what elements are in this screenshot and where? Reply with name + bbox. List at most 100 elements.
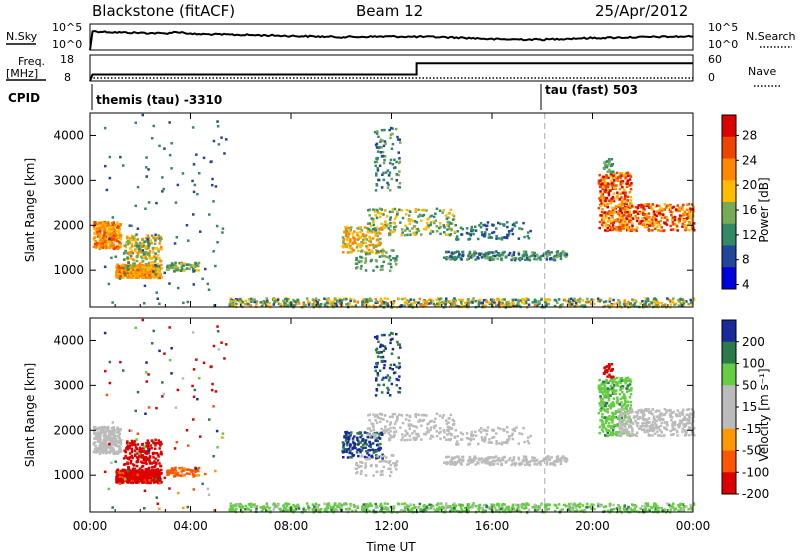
rti-cell [427, 225, 430, 229]
rti-cell [624, 194, 627, 197]
rti-cell [199, 230, 202, 233]
rti-cell [536, 303, 540, 306]
rti-cell [605, 184, 608, 187]
rti-cell [379, 151, 383, 154]
rti-cell [429, 437, 432, 440]
rti-cell [132, 238, 135, 241]
rti-cell [99, 231, 102, 234]
rti-cell [236, 298, 239, 301]
nsky-series-line [89, 29, 694, 51]
rti-cell [146, 480, 149, 483]
rti-cell [484, 231, 487, 234]
rti-cell [368, 222, 371, 225]
rti-cell [457, 443, 460, 446]
rti-cell [499, 302, 503, 306]
rti-cell [140, 476, 144, 479]
rti-cell [149, 271, 153, 275]
rti-cell [477, 299, 480, 302]
rti-cell [614, 175, 617, 179]
rti-cell [154, 260, 157, 263]
rti-cell [108, 437, 112, 440]
rti-cell [366, 452, 369, 455]
rti-cell [539, 258, 542, 261]
rti-cell [496, 253, 499, 257]
rti-cell [129, 474, 133, 477]
rti-cell [646, 297, 650, 300]
rti-cell [148, 479, 151, 482]
rti-cell [604, 186, 608, 189]
rti-cell [666, 204, 670, 207]
rti-cell [381, 457, 384, 460]
rti-cell [128, 239, 131, 243]
rti-cell [378, 304, 382, 308]
rti-cell [501, 456, 504, 460]
rti-cell [485, 228, 489, 231]
rti-cell [520, 257, 524, 260]
rti-cell [105, 440, 108, 444]
rti-cell [435, 430, 438, 433]
rti-cell [373, 335, 377, 339]
rti-cell [379, 470, 383, 473]
rti-cell [444, 214, 448, 217]
rti-cell [145, 240, 148, 243]
rti-cell [436, 304, 439, 308]
rti-cell [634, 206, 638, 209]
rti-cell [491, 251, 495, 254]
rti-cell [417, 229, 420, 233]
rti-cell [155, 247, 159, 250]
rti-cell [332, 300, 336, 303]
rti-cell [313, 302, 317, 306]
rti-cell [362, 298, 366, 301]
rti-cell [503, 250, 506, 254]
rti-cell [266, 299, 269, 302]
nave-tick-top: 60 [708, 53, 722, 66]
rti-cell [506, 430, 509, 434]
rti-cell [673, 222, 677, 226]
rti-cell [429, 428, 432, 432]
rti-cell [630, 182, 633, 185]
rti-cell [472, 232, 475, 236]
rti-cell [117, 246, 121, 249]
rti-cell [389, 463, 392, 467]
rti-cell [229, 302, 233, 305]
rti-cell [376, 374, 380, 377]
rti-cell [157, 234, 160, 237]
rti-cell [458, 298, 461, 301]
rti-cell [355, 461, 358, 465]
rti-cell [441, 416, 444, 419]
rti-cell [485, 429, 488, 433]
rti-cell [152, 236, 155, 240]
rti-cell [206, 282, 210, 286]
rti-cell [491, 298, 494, 301]
rti-cell [513, 258, 517, 262]
rti-cell [607, 191, 611, 194]
rti-cell [679, 302, 683, 305]
rti-cell [96, 235, 100, 238]
rti-cell [493, 459, 497, 463]
freq-tick-top: 18 [60, 53, 74, 66]
rti-cell [118, 432, 121, 435]
rti-cell [647, 299, 650, 302]
rti-cell [559, 303, 563, 307]
colorbar-tick-label: 24 [742, 153, 757, 167]
rti-cell [380, 431, 383, 434]
rti-cell [602, 203, 605, 206]
rti-cell [631, 224, 634, 228]
rti-cell [363, 250, 367, 254]
rti-cell [388, 415, 392, 419]
rti-cell [687, 202, 691, 206]
rti-cell [155, 291, 158, 294]
rti-cell [368, 413, 372, 416]
rti-cell [350, 452, 354, 455]
rti-cell [467, 254, 470, 258]
rti-cell [93, 242, 97, 246]
rti-cell [514, 304, 518, 308]
rti-cell [361, 446, 365, 450]
rti-cell [307, 303, 311, 306]
rti-cell [659, 224, 662, 227]
rti-cell [391, 132, 394, 136]
rti-cell [553, 459, 557, 463]
rti-cell [501, 458, 505, 462]
rti-cell [375, 300, 378, 303]
rti-cell [545, 258, 549, 261]
